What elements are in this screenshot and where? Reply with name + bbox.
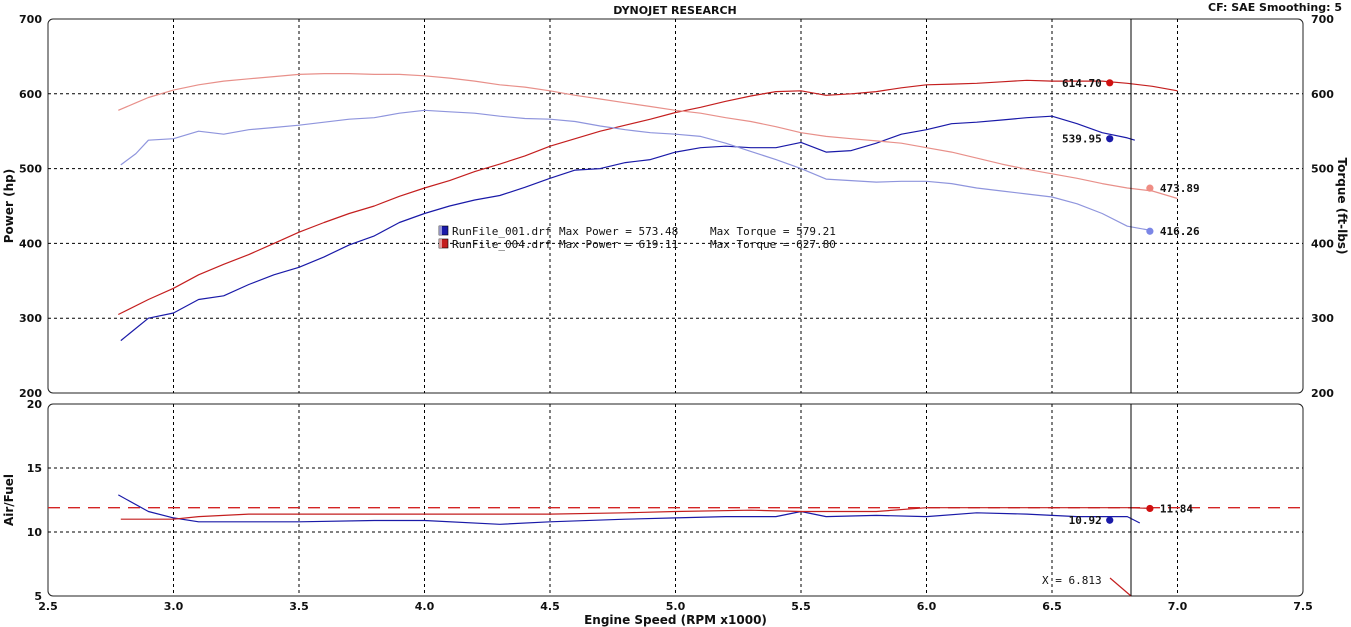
- power-torque-cursor-marker-2[interactable]: [1146, 227, 1154, 235]
- x-tick-label: 5.0: [666, 600, 686, 613]
- axis-labels: 2.5 3.0 3.5 4.0 4.5 5.0 5.5 6.0 6.5 7.0 7.5 200 200 3…: [2, 13, 1349, 627]
- y-tick-label-left: 200: [19, 387, 42, 400]
- y-tick-label-right: 600: [1311, 88, 1334, 101]
- legend-torque-run1: Max Torque = 579.21: [710, 225, 836, 238]
- air-fuel-series-line-1[interactable]: [120, 507, 1153, 520]
- power-torque-series-line-2[interactable]: [120, 109, 1153, 232]
- cursor-pointer: [1109, 577, 1132, 597]
- y-tick-label-left: 700: [19, 13, 42, 26]
- cursor-readout: X = 6.813: [1042, 574, 1102, 587]
- legend: RunFile_001.drf Max Power = 573.48 Max T…: [438, 225, 836, 251]
- power-torque-cursor-value-2: 416.26: [1160, 225, 1200, 238]
- y-axis-label-air-fuel: Air/Fuel: [2, 474, 16, 526]
- y-tick-label-air-fuel: 5: [34, 590, 42, 603]
- power-torque-series-line-3[interactable]: [118, 72, 1178, 200]
- y-tick-label-right: 200: [1311, 387, 1334, 400]
- x-tick-label: 3.0: [164, 600, 184, 613]
- x-axis-label: Engine Speed (RPM x1000): [584, 613, 767, 627]
- y-tick-label-right: 500: [1311, 163, 1334, 176]
- x-tick-label: 4.5: [540, 600, 560, 613]
- y-axis-label-torque: Torque (ft-lbs): [1335, 158, 1349, 255]
- x-tick-label: 7.0: [1168, 600, 1188, 613]
- air-fuel-cursor-value-1: 11.84: [1160, 502, 1193, 515]
- status-info: CF: SAE Smoothing: 5: [1208, 1, 1342, 14]
- air-fuel-cursor-value-0: 10.92: [1069, 514, 1102, 527]
- y-tick-label-left: 500: [19, 163, 42, 176]
- y-tick-label-left: 600: [19, 88, 42, 101]
- power-torque-series-line-0[interactable]: [120, 115, 1135, 342]
- x-tick-label: 5.5: [791, 600, 811, 613]
- power-torque-cursor-value-0: 539.95: [1062, 133, 1102, 146]
- x-tick-label: 7.5: [1293, 600, 1313, 613]
- power-torque-cursor-marker-3[interactable]: [1146, 184, 1154, 192]
- legend-power-run1: Max Power = 573.48: [559, 225, 678, 238]
- power-torque-cursor-marker-0[interactable]: [1106, 135, 1114, 143]
- y-tick-label-right: 700: [1311, 13, 1334, 26]
- air-fuel-cursor-marker-1[interactable]: [1146, 504, 1154, 513]
- cursor-markers: 539.95 614.70 416.26 473.89 10.92 11.84: [1062, 77, 1200, 597]
- y-tick-label-left: 300: [19, 312, 42, 325]
- power-torque-series: [118, 72, 1178, 342]
- legend-file-run4: RunFile_004.drf: [452, 238, 551, 251]
- power-torque-cursor-marker-1[interactable]: [1106, 79, 1114, 87]
- air-fuel-cursor-marker-0[interactable]: [1106, 516, 1114, 524]
- legend-item-run1[interactable]: RunFile_001.drf Max Power = 573.48 Max T…: [438, 225, 836, 238]
- y-tick-label-air-fuel: 15: [27, 462, 42, 475]
- y-tick-label-air-fuel: 20: [27, 398, 43, 411]
- power-torque-cursor-value-1: 614.70: [1062, 77, 1102, 90]
- legend-file-run1: RunFile_001.drf: [452, 225, 551, 238]
- y-tick-label-right: 400: [1311, 237, 1334, 250]
- power-torque-cursor-value-3: 473.89: [1160, 182, 1200, 195]
- power-torque-series-line-1[interactable]: [118, 79, 1178, 316]
- y-tick-label-right: 300: [1311, 312, 1334, 325]
- air-fuel-series: [48, 494, 1303, 525]
- air-fuel-series-line-0[interactable]: [118, 494, 1141, 525]
- x-tick-label: 4.0: [415, 600, 435, 613]
- y-tick-label-left: 400: [19, 237, 42, 250]
- x-tick-label: 6.5: [1042, 600, 1062, 613]
- air-fuel-grid: [48, 404, 1303, 596]
- x-tick-label: 3.5: [289, 600, 309, 613]
- x-tick-label: 6.0: [917, 600, 937, 613]
- y-axis-label-power: Power (hp): [2, 169, 16, 243]
- chart-title: DYNOJET RESEARCH: [613, 4, 736, 17]
- legend-torque-run4: Max Torque = 627.80: [710, 238, 836, 251]
- legend-item-run4[interactable]: RunFile_004.drf Max Power = 619.11 Max T…: [438, 238, 836, 251]
- x-tick-label: 2.5: [38, 600, 58, 613]
- y-tick-label-air-fuel: 10: [27, 526, 43, 539]
- legend-power-run4: Max Power = 619.11: [559, 238, 678, 251]
